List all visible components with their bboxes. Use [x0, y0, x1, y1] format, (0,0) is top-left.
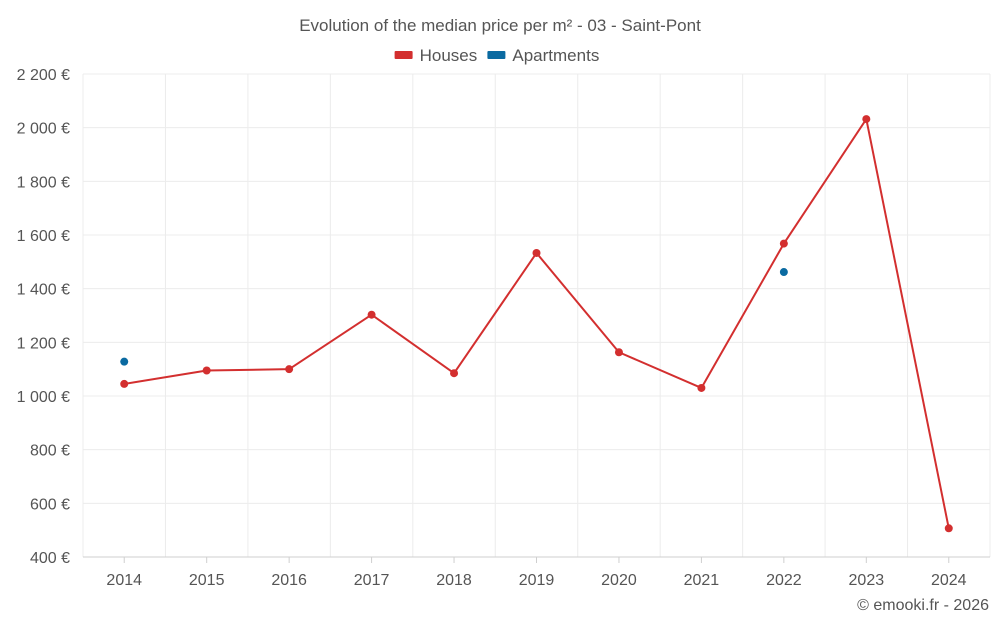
y-tick-label: 1 000 € [17, 389, 70, 406]
houses-point-2022[interactable] [779, 239, 788, 248]
x-tick-label: 2022 [766, 572, 802, 589]
x-tick-label: 2020 [601, 572, 637, 589]
x-tick-label: 2015 [189, 572, 225, 589]
y-tick-label: 1 600 € [17, 228, 70, 245]
x-tick-label: 2014 [106, 572, 142, 589]
y-tick-label: 2 200 € [17, 67, 70, 84]
apartments-point-2022[interactable] [779, 268, 788, 277]
houses-point-2020[interactable] [614, 348, 623, 357]
y-tick-label: 1 800 € [17, 174, 70, 191]
y-tick-label: 2 000 € [17, 121, 70, 138]
houses-legend-label[interactable]: Houses [420, 46, 478, 65]
y-tick-label: 1 400 € [17, 282, 70, 299]
houses-point-2019[interactable] [532, 248, 541, 257]
credit-text: © emooki.fr - 2026 [857, 597, 989, 614]
x-tick-label: 2024 [931, 572, 967, 589]
houses-point-2017[interactable] [367, 310, 376, 319]
apartments-legend-label[interactable]: Apartments [512, 46, 599, 65]
apartments-point-2014[interactable] [120, 357, 129, 366]
legend: Houses Apartments [394, 46, 599, 65]
houses-point-2015[interactable] [202, 366, 211, 375]
y-tick-label: 400 € [30, 550, 70, 567]
houses-point-2018[interactable] [450, 369, 459, 378]
houses-legend-swatch[interactable] [394, 51, 413, 59]
x-tick-label: 2021 [684, 572, 720, 589]
x-tick-label: 2016 [271, 572, 307, 589]
houses-point-2021[interactable] [697, 383, 706, 392]
y-tick-label: 1 200 € [17, 335, 70, 352]
chart-title: Evolution of the median price per m² - 0… [299, 16, 701, 35]
houses-point-2014[interactable] [120, 379, 129, 388]
houses-point-2024[interactable] [944, 524, 953, 533]
x-tick-label: 2018 [436, 572, 472, 589]
x-tick-label: 2019 [519, 572, 555, 589]
series [120, 115, 953, 533]
houses-point-2016[interactable] [285, 365, 294, 374]
x-tick-label: 2023 [849, 572, 885, 589]
axes: 400 € 600 € 800 € 1 000 € 1 200 € 1 400 € 1 60… [17, 67, 990, 589]
apartments-legend-swatch[interactable] [487, 51, 506, 59]
houses-point-2023[interactable] [862, 115, 871, 124]
y-tick-label: 600 € [30, 496, 70, 513]
grid [82, 73, 991, 557]
y-tick-label: 800 € [30, 443, 70, 460]
x-tick-label: 2017 [354, 572, 390, 589]
